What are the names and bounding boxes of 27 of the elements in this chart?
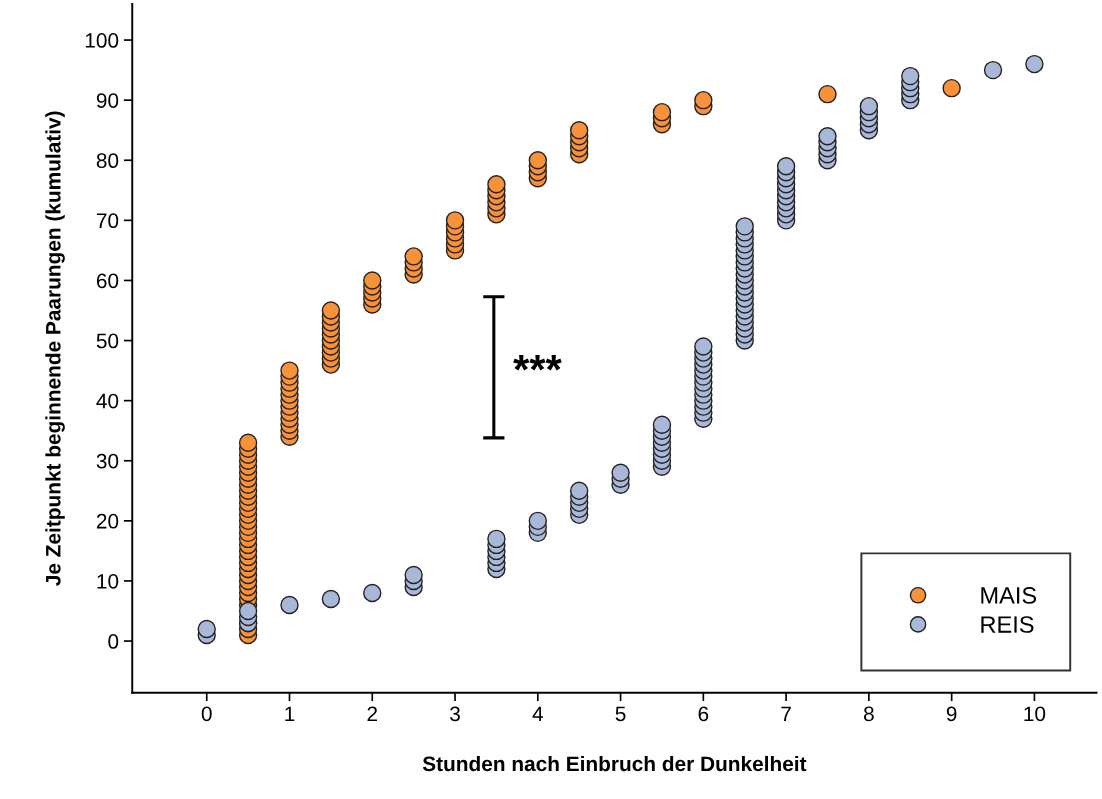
x-tick-label: 1	[285, 706, 295, 722]
y-axis-title: Je Zeitpunkt beginnende Paarungen (kumulativ)	[45, 111, 65, 586]
y-tick-label: 100	[85, 33, 119, 48]
x-tick-label: 2	[367, 706, 378, 722]
y-tick-label: 20	[96, 513, 119, 529]
y-tick-label: 30	[96, 453, 119, 469]
y-tick-label: 70	[96, 213, 119, 229]
y-tick-label: 0	[108, 634, 119, 649]
x-tick-label: 8	[863, 706, 874, 722]
y-tick-label: 40	[96, 393, 119, 409]
x-tick-label: 9	[946, 706, 957, 722]
legend-label: MAIS	[981, 587, 1037, 604]
x-axis-title: Stunden nach Einbruch der Dunkelheit	[422, 755, 807, 772]
x-tick-label: 4	[532, 706, 543, 722]
x-tick-label: 7	[781, 706, 791, 722]
annotation: ***	[513, 354, 562, 371]
legend-label: REIS	[981, 616, 1034, 633]
x-tick-label: 5	[615, 706, 626, 722]
y-tick-label: 50	[96, 333, 119, 349]
x-tick-label: 6	[698, 706, 709, 722]
y-tick-label: 60	[96, 273, 119, 289]
y-tick-label: 10	[97, 573, 119, 589]
x-tick-label: 0	[201, 706, 212, 722]
y-tick-label: 80	[96, 153, 119, 169]
y-tick-label: 90	[96, 93, 119, 108]
x-tick-label: 3	[450, 706, 460, 722]
x-tick-label: 10	[1024, 706, 1046, 722]
